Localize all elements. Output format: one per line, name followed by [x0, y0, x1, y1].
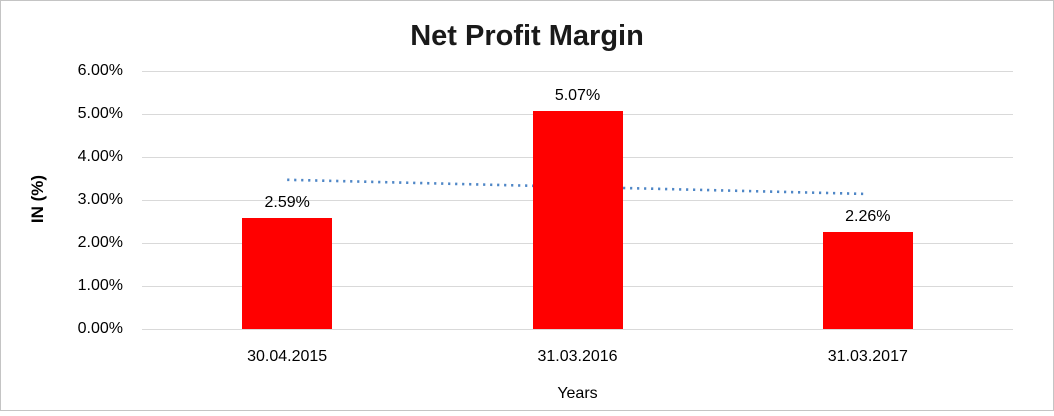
y-tick-label: 3.00% [77, 191, 123, 208]
gridline [142, 71, 1013, 72]
x-tick-label: 31.03.2017 [827, 348, 908, 365]
x-tick-label: 30.04.2015 [247, 348, 328, 365]
x-tick-label: 31.03.2016 [537, 348, 618, 365]
bar-value-label: 5.07% [554, 86, 601, 104]
plot-area [142, 71, 1013, 330]
bar-value-label: 2.26% [845, 207, 891, 225]
bar-1 [532, 111, 623, 329]
y-tick-label: 1.00% [77, 277, 123, 294]
trendline [287, 178, 868, 196]
chart-title: Net Profit Margin [410, 20, 644, 52]
y-tick-label: 6.00% [77, 62, 123, 79]
y-tick-label: 4.00% [77, 148, 123, 165]
y-tick-label: 0.00% [77, 320, 123, 337]
y-tick-label: 5.00% [77, 105, 123, 122]
bar-2 [822, 231, 913, 329]
y-tick-label: 2.00% [77, 234, 123, 251]
gridline [142, 329, 1013, 330]
x-axis-title: Years [557, 385, 598, 402]
bar-0 [242, 217, 333, 329]
bar-value-label: 2.59% [264, 193, 310, 211]
